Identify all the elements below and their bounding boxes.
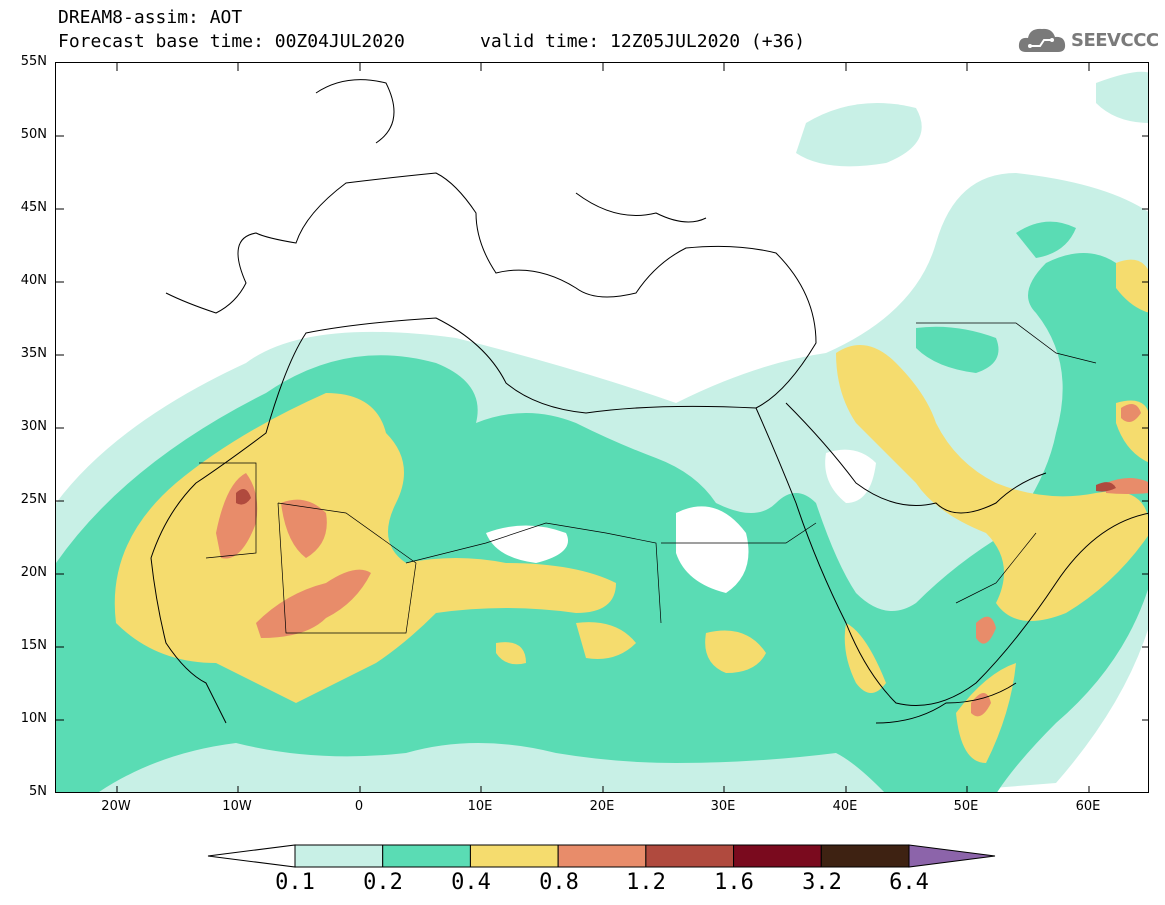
aot-field [56,63,1148,792]
colorbar-tick-label: 0.2 [363,870,403,895]
logo-text: SEEVCCC [1071,30,1159,51]
contour-1.2 [236,482,1116,505]
colorbar-swatch [382,844,471,868]
colorbar-swatch [733,844,822,868]
base-time: Forecast base time: 00Z04JUL2020 [58,31,405,52]
colorbar-swatch [820,844,910,868]
clear-areas [486,449,876,593]
colorbar-tick-label: 3.2 [802,870,842,895]
lon-label: 20W [101,799,131,814]
lat-label: 50N [20,127,47,142]
colorbar-swatch [557,844,647,868]
lat-label: 5N [29,784,47,799]
lat-label: 45N [20,200,47,215]
contour-0.4 [114,259,1148,763]
lat-label: 55N [20,54,47,69]
valid-time: valid time: 12Z05JUL2020 (+36) [480,31,806,52]
colorbar-over-triangle [908,844,996,868]
colorbar-tick-label: 0.1 [275,870,315,895]
colorbar-tick-label: 0.8 [539,870,579,895]
colorbar-tick-label: 1.2 [626,870,666,895]
coastlines [150,79,1148,724]
colorbar-tick-label: 1.6 [714,870,754,895]
lat-label: 30N [20,419,47,434]
chart-title: DREAM8-assim: AOT [58,7,243,28]
lon-label: 60E [1075,799,1101,814]
lon-label: 20E [589,799,615,814]
map-panel [55,62,1149,793]
lon-label: 10W [222,799,252,814]
lat-label: 25N [20,492,47,507]
seevccc-logo: SEEVCCC [1018,22,1159,56]
axis-ticks [56,63,1148,792]
colorbar-tick-label: 0.4 [451,870,491,895]
colorbar-swatch [469,844,559,868]
colorbar-under-triangle [207,844,296,868]
lon-label: 10E [467,799,493,814]
colorbar-tick-label: 6.4 [889,870,929,895]
lon-label: 30E [710,799,736,814]
borders [199,322,1097,634]
lon-label: 50E [953,799,979,814]
lon-label: 0 [354,799,364,814]
cloud-icon [1018,28,1066,52]
lat-label: 15N [20,638,47,653]
lat-label: 35N [20,346,47,361]
lat-label: 10N [20,711,47,726]
colorbar-swatch [645,844,735,868]
lat-label: 20N [20,565,47,580]
colorbar-swatch [294,844,384,868]
lat-label: 40N [20,273,47,288]
lon-label: 40E [832,799,858,814]
chart-subtitle: Forecast base time: 00Z04JUL2020 valid ti… [58,31,805,52]
